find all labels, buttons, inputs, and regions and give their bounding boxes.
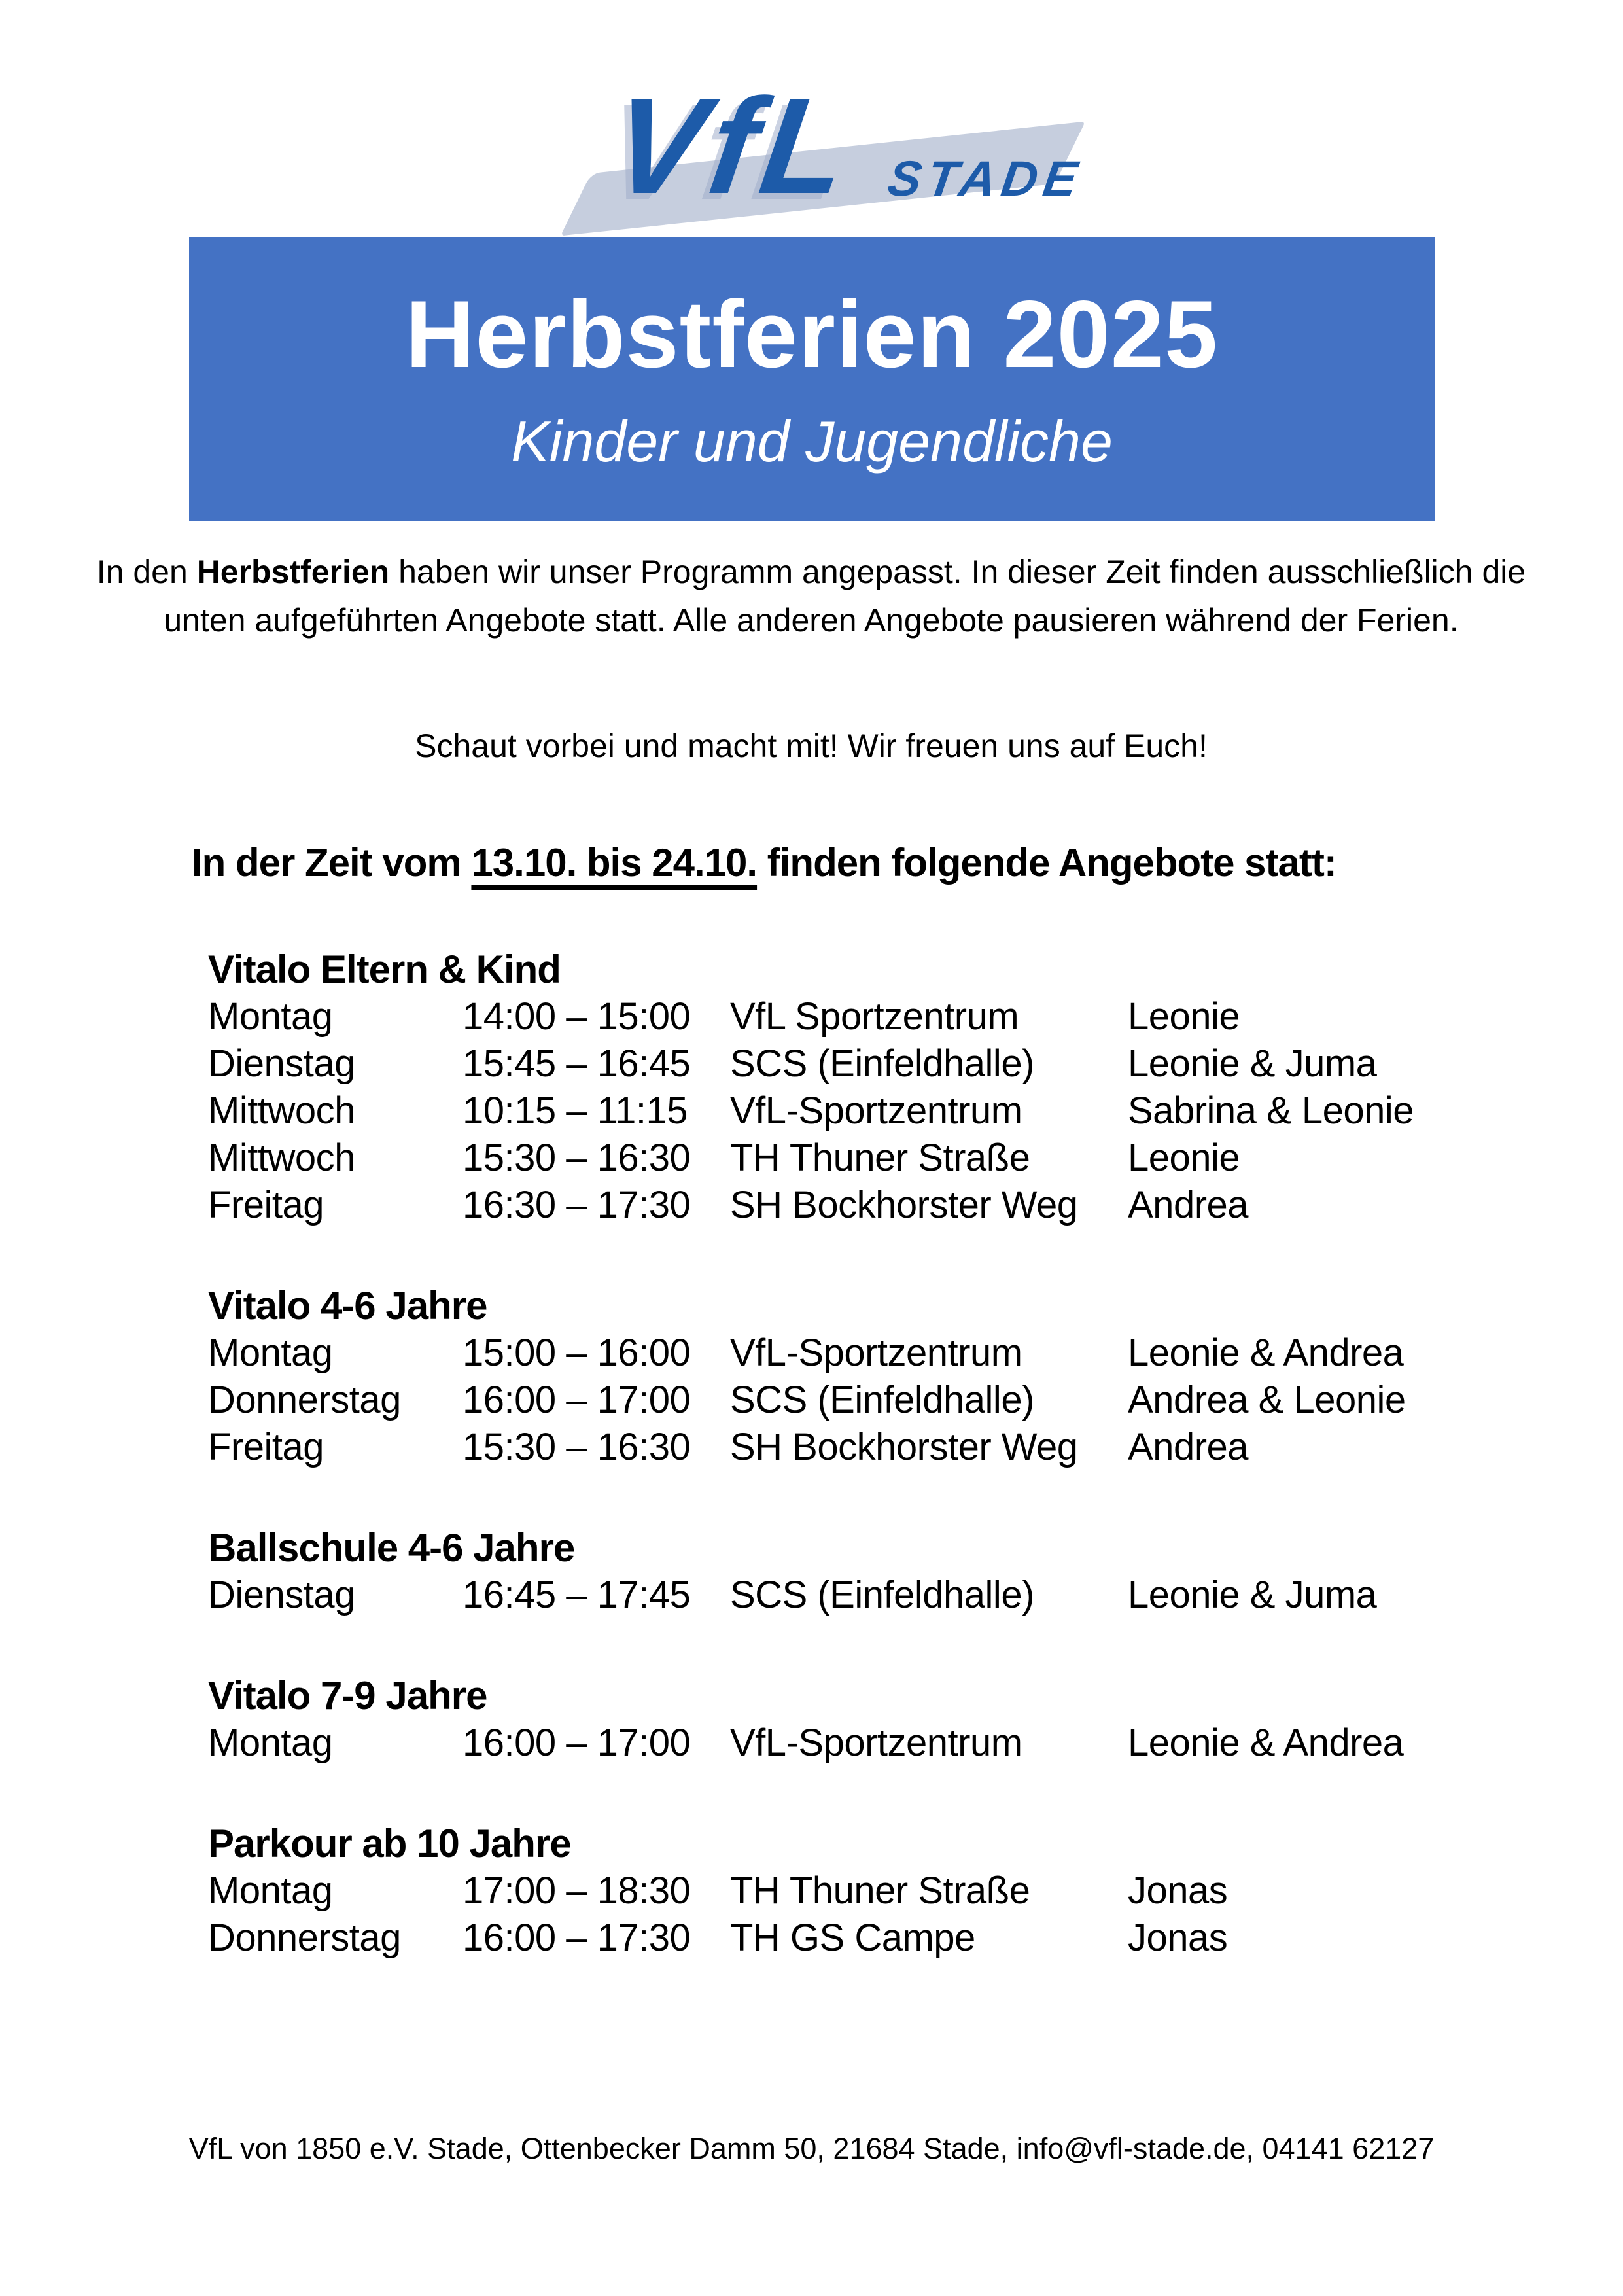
section-title: Vitalo 4-6 Jahre — [208, 1284, 487, 1328]
day-cell: Freitag — [208, 1184, 324, 1226]
time-cell: 15:30 – 16:30 — [462, 1426, 691, 1468]
schedule-heading: In der Zeit vom 13.10. bis 24.10. finden… — [192, 839, 1565, 887]
schedule-row: Donnerstag 16:00 – 17:30 TH GS Campe Jon… — [208, 1915, 1525, 1962]
trainer-cell: Leonie & Andrea — [1128, 1332, 1404, 1374]
trainer-cell: Leonie & Juma — [1128, 1042, 1377, 1085]
schedule-row: Freitag 15:30 – 16:30 SH Bockhorster Weg… — [208, 1424, 1525, 1471]
heading-post: finden folgende Angebote statt: — [757, 841, 1337, 885]
day-cell: Donnerstag — [208, 1916, 401, 1959]
time-cell: 15:45 – 16:45 — [462, 1042, 691, 1085]
cta-line: Schaut vorbei und macht mit! Wir freuen … — [415, 728, 1208, 764]
time-cell: 15:00 – 16:00 — [462, 1332, 691, 1374]
time-cell: 10:15 – 11:15 — [462, 1089, 688, 1132]
time-cell: 16:00 – 17:00 — [462, 1379, 691, 1421]
time-cell: 17:00 – 18:30 — [462, 1869, 691, 1912]
trainer-cell: Leonie — [1128, 995, 1240, 1038]
vfl-stade-logo: VfL STADE — [556, 39, 1087, 236]
section-vitalo-4-6-jahre: Vitalo 4-6 Jahre Montag 15:00 – 16:00 Vf… — [208, 1282, 1525, 1471]
section-parkour-ab-10-jahre: Parkour ab 10 Jahre Montag 17:00 – 18:30… — [208, 1820, 1525, 1962]
page-subtitle: Kinder und Jugendliche — [511, 409, 1113, 474]
time-cell: 16:00 – 17:30 — [462, 1916, 691, 1959]
intro-bold-herbstferien: Herbstferien — [196, 554, 390, 590]
trainer-cell: Jonas — [1128, 1869, 1228, 1912]
schedule-row: Mittwoch 10:15 – 11:15 VfL-Sportzentrum … — [208, 1087, 1525, 1135]
heading-pre: In der Zeit vom — [192, 841, 472, 885]
location-cell: SH Bockhorster Weg — [730, 1426, 1078, 1468]
trainer-cell: Leonie — [1128, 1137, 1240, 1179]
day-cell: Montag — [208, 1722, 333, 1764]
trainer-cell: Leonie & Juma — [1128, 1574, 1377, 1616]
section-title: Ballschule 4-6 Jahre — [208, 1526, 575, 1570]
location-cell: TH Thuner Straße — [730, 1869, 1030, 1912]
location-cell: VfL-Sportzentrum — [730, 1332, 1022, 1374]
page-title: Herbstferien 2025 — [405, 281, 1219, 387]
trainer-cell: Andrea — [1128, 1426, 1249, 1468]
schedule-row: Donnerstag 16:00 – 17:00 SCS (Einfeldhal… — [208, 1377, 1525, 1424]
location-cell: VfL Sportzentrum — [730, 995, 1019, 1038]
trainer-cell: Leonie & Andrea — [1128, 1722, 1404, 1764]
logo-vfl-text: VfL — [602, 71, 864, 222]
day-cell: Mittwoch — [208, 1089, 355, 1132]
date-range: 13.10. bis 24.10. — [471, 841, 758, 885]
section-title: Vitalo 7-9 Jahre — [208, 1674, 487, 1718]
schedule-row: Mittwoch 15:30 – 16:30 TH Thuner Straße … — [208, 1135, 1525, 1182]
schedule-row: Freitag 16:30 – 17:30 SH Bockhorster Weg… — [208, 1182, 1525, 1229]
trainer-cell: Andrea & Leonie — [1128, 1379, 1406, 1421]
time-cell: 16:30 – 17:30 — [462, 1184, 691, 1226]
schedule-sections: Vitalo Eltern & Kind Montag 14:00 – 15:0… — [208, 946, 1525, 1962]
title-banner: Herbstferien 2025 Kinder und Jugendliche — [189, 237, 1435, 521]
location-cell: SH Bockhorster Weg — [730, 1184, 1078, 1226]
day-cell: Donnerstag — [208, 1379, 401, 1421]
section-vitalo-7-9-jahre: Vitalo 7-9 Jahre Montag 16:00 – 17:00 Vf… — [208, 1672, 1525, 1767]
intro-text-pre: In den — [96, 554, 197, 590]
time-cell: 15:30 – 16:30 — [462, 1137, 691, 1179]
day-cell: Dienstag — [208, 1042, 355, 1085]
schedule-row: Montag 14:00 – 15:00 VfL Sportzentrum Le… — [208, 993, 1525, 1040]
footer-contact: VfL von 1850 e.V. Stade, Ottenbecker Dam… — [188, 2132, 1435, 2165]
location-cell: SCS (Einfeldhalle) — [730, 1379, 1034, 1421]
day-cell: Dienstag — [208, 1574, 355, 1616]
schedule-row: Dienstag 16:45 – 17:45 SCS (Einfeldhalle… — [208, 1572, 1525, 1619]
time-cell: 14:00 – 15:00 — [462, 995, 691, 1038]
section-title: Parkour ab 10 Jahre — [208, 1822, 572, 1865]
time-cell: 16:45 – 17:45 — [462, 1574, 691, 1616]
time-cell: 16:00 – 17:00 — [462, 1722, 691, 1764]
location-cell: TH GS Campe — [730, 1916, 975, 1959]
section-title: Vitalo Eltern & Kind — [208, 947, 561, 991]
location-cell: SCS (Einfeldhalle) — [730, 1574, 1034, 1616]
intro-text-post: haben wir unser Programm angepasst. In d… — [164, 554, 1526, 639]
schedule-row: Dienstag 15:45 – 16:45 SCS (Einfeldhalle… — [208, 1040, 1525, 1087]
intro-paragraph: In den Herbstferien haben wir unser Prog… — [92, 548, 1531, 645]
section-ballschule-4-6-jahre: Ballschule 4-6 Jahre Dienstag 16:45 – 17… — [208, 1525, 1525, 1619]
location-cell: VfL-Sportzentrum — [730, 1089, 1022, 1132]
location-cell: VfL-Sportzentrum — [730, 1722, 1022, 1764]
day-cell: Montag — [208, 1869, 333, 1912]
trainer-cell: Jonas — [1128, 1916, 1228, 1959]
location-cell: TH Thuner Straße — [730, 1137, 1030, 1179]
day-cell: Freitag — [208, 1426, 324, 1468]
logo-stade-text: STADE — [884, 151, 1087, 207]
day-cell: Montag — [208, 995, 333, 1038]
schedule-row: Montag 15:00 – 16:00 VfL-Sportzentrum Le… — [208, 1330, 1525, 1377]
day-cell: Montag — [208, 1332, 333, 1374]
schedule-row: Montag 16:00 – 17:00 VfL-Sportzentrum Le… — [208, 1720, 1525, 1767]
trainer-cell: Sabrina & Leonie — [1128, 1089, 1414, 1132]
schedule-row: Montag 17:00 – 18:30 TH Thuner Straße Jo… — [208, 1867, 1525, 1915]
day-cell: Mittwoch — [208, 1137, 355, 1179]
location-cell: SCS (Einfeldhalle) — [730, 1042, 1034, 1085]
trainer-cell: Andrea — [1128, 1184, 1249, 1226]
section-vitalo-eltern-kind: Vitalo Eltern & Kind Montag 14:00 – 15:0… — [208, 946, 1525, 1229]
